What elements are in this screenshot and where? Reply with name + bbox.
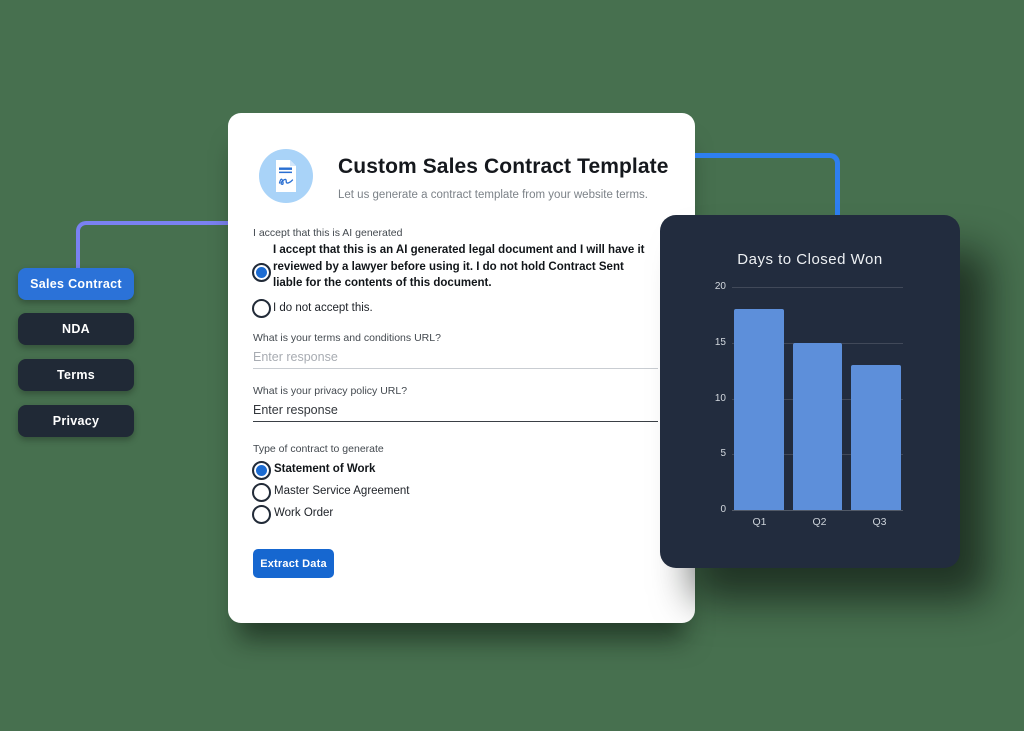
x-tick-label: Q2 xyxy=(812,516,827,528)
terms-url-input[interactable] xyxy=(253,346,658,369)
radio-statement-of-work-label: Statement of Work xyxy=(274,463,376,475)
connector-form-to-chart xyxy=(695,153,840,220)
chart-bars xyxy=(732,287,903,510)
bar-q2 xyxy=(792,342,843,510)
page-title: Custom Sales Contract Template xyxy=(338,155,669,178)
radio-accept-yes[interactable] xyxy=(252,263,271,282)
privacy-url-label: What is your privacy policy URL? xyxy=(253,385,408,397)
y-tick-label: 0 xyxy=(720,504,726,515)
form-card: Custom Sales Contract Template Let us ge… xyxy=(228,113,695,623)
terms-url-label: What is your terms and conditions URL? xyxy=(253,332,441,344)
contract-type-label: Type of contract to generate xyxy=(253,443,384,455)
y-tick-label: 20 xyxy=(714,281,726,292)
y-tick-label: 5 xyxy=(720,448,726,460)
radio-master-service-agreement-label: Master Service Agreement xyxy=(274,485,410,497)
radio-master-service-agreement[interactable] xyxy=(252,483,271,502)
bar-q3 xyxy=(851,365,902,510)
document-icon-graphic xyxy=(276,160,296,192)
y-tick-label: 15 xyxy=(714,336,726,348)
document-signature-icon xyxy=(259,149,313,203)
radio-accept-yes-label: I accept that this is an AI generated le… xyxy=(273,244,645,289)
radio-work-order[interactable] xyxy=(252,505,271,524)
radio-statement-of-work[interactable] xyxy=(252,461,271,480)
sidebar-item-sales-contract[interactable]: Sales Contract xyxy=(18,268,134,300)
sidebar-item-privacy[interactable]: Privacy xyxy=(18,405,134,437)
sidebar-item-nda[interactable]: NDA xyxy=(18,313,134,345)
gridline xyxy=(732,287,903,288)
chart-x-labels: Q1 Q2 Q3 xyxy=(732,516,907,528)
accept-group-label: I accept that this is AI generated xyxy=(253,227,403,239)
x-tick-label: Q1 xyxy=(752,516,767,528)
chart-y-axis: 20 15 10 5 0 xyxy=(680,281,726,515)
connector-sales-contract-to-form xyxy=(76,221,232,272)
chart-card: Days to Closed Won 20 15 10 5 0 Q1 Q2 Q3 xyxy=(660,215,960,568)
radio-work-order-label: Work Order xyxy=(274,507,334,519)
page-subtitle: Let us generate a contract template from… xyxy=(338,189,649,201)
chart-title: Days to Closed Won xyxy=(737,251,883,268)
x-tick-label: Q3 xyxy=(872,516,887,528)
y-tick-label: 10 xyxy=(714,392,726,404)
privacy-url-input[interactable] xyxy=(253,399,658,422)
gridline xyxy=(732,510,903,511)
chart-plot xyxy=(732,287,903,511)
bar-q1 xyxy=(734,309,784,510)
sidebar-item-terms[interactable]: Terms xyxy=(18,359,134,391)
radio-accept-no[interactable] xyxy=(252,299,271,318)
radio-accept-no-label: I do not accept this. xyxy=(273,302,373,314)
extract-data-button[interactable]: Extract Data xyxy=(253,549,334,578)
